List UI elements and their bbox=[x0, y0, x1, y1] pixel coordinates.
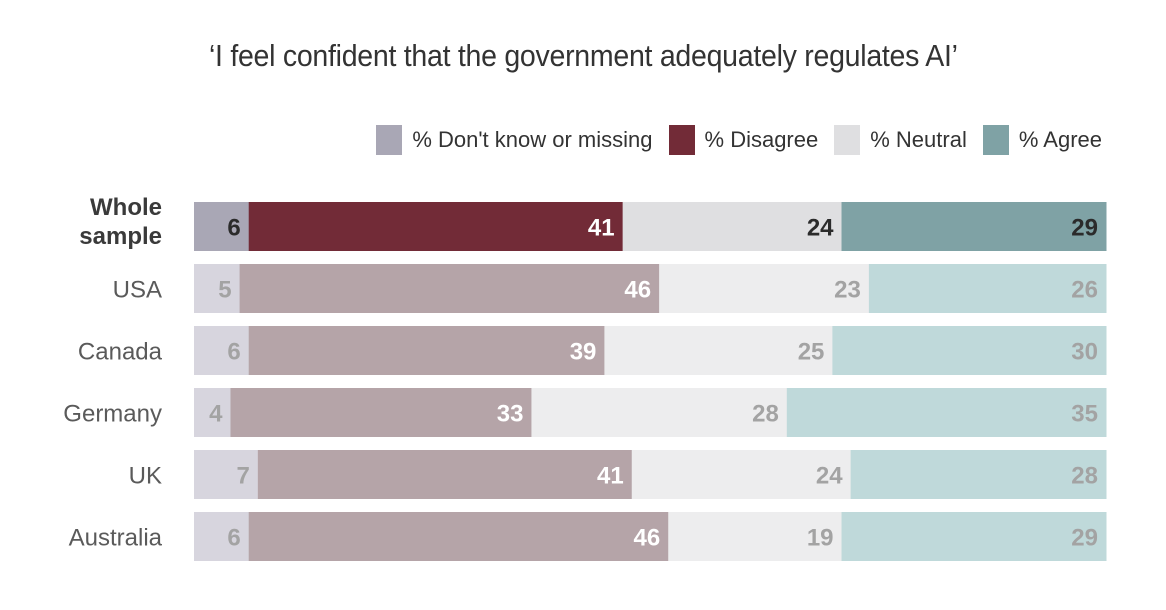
legend-swatch-disagree bbox=[668, 125, 695, 155]
legend-label-disagree: % Disagree bbox=[704, 127, 819, 152]
bar-segment-canada-neutral bbox=[604, 326, 833, 375]
category-label-whole-sample: Whole sample bbox=[79, 194, 162, 250]
legend-swatch-dont-know bbox=[376, 125, 403, 155]
bar-segment-usa-agree bbox=[868, 264, 1107, 313]
value-label-australia-disagree: 46 bbox=[634, 525, 661, 552]
value-label-canada-agree: 30 bbox=[1071, 339, 1098, 366]
value-label-whole-sample-don-t-know-or-missing: 6 bbox=[227, 215, 240, 242]
bar-segment-whole-sample-don-t-know-or-missing bbox=[194, 202, 250, 251]
value-label-whole-sample-neutral: 24 bbox=[807, 215, 834, 242]
value-label-uk-don-t-know-or-missing: 7 bbox=[236, 463, 249, 490]
bar-segment-australia-don-t-know-or-missing bbox=[194, 512, 250, 561]
bar-segment-usa-neutral bbox=[659, 264, 870, 313]
bar-segment-australia-disagree bbox=[248, 512, 669, 561]
legend-item-agree: % Agree bbox=[982, 125, 1102, 155]
value-label-usa-agree: 26 bbox=[1071, 277, 1098, 304]
legend-label-agree: % Agree bbox=[1018, 127, 1102, 152]
value-label-usa-neutral: 23 bbox=[834, 277, 861, 304]
category-label-germany: Germany bbox=[63, 401, 162, 428]
value-label-canada-neutral: 25 bbox=[798, 339, 825, 366]
value-label-whole-sample-disagree: 41 bbox=[588, 215, 615, 242]
legend-item-neutral: % Neutral bbox=[834, 125, 967, 155]
bar-segment-uk-disagree bbox=[257, 450, 633, 499]
value-label-germany-agree: 35 bbox=[1071, 401, 1098, 428]
category-label-usa: USA bbox=[113, 277, 162, 304]
value-label-whole-sample-agree: 29 bbox=[1071, 215, 1098, 242]
bar-segment-whole-sample-disagree bbox=[248, 202, 624, 251]
legend-item-dont-know: % Don't know or missing bbox=[376, 125, 653, 155]
legend: % Don't know or missing % Disagree % Neu… bbox=[360, 124, 1102, 156]
legend-swatch-neutral bbox=[834, 125, 861, 155]
bar-segment-whole-sample-agree bbox=[841, 202, 1107, 251]
value-label-uk-agree: 28 bbox=[1071, 463, 1098, 490]
bar-segment-germany-agree bbox=[786, 388, 1107, 437]
value-label-germany-disagree: 33 bbox=[497, 401, 524, 428]
category-label-canada: Canada bbox=[78, 339, 163, 366]
legend-label-dont-know: % Don't know or missing bbox=[412, 127, 653, 152]
bar-segment-germany-neutral bbox=[531, 388, 788, 437]
bar-segment-usa-don-t-know-or-missing bbox=[194, 264, 241, 313]
legend-item-disagree: % Disagree bbox=[668, 125, 819, 155]
chart-title: ‘I feel confident that the government ad… bbox=[208, 38, 958, 73]
bar-segment-uk-agree bbox=[850, 450, 1107, 499]
bar-segment-uk-don-t-know-or-missing bbox=[194, 450, 259, 499]
value-label-uk-neutral: 24 bbox=[816, 463, 843, 490]
value-label-germany-neutral: 28 bbox=[752, 401, 779, 428]
bar-segment-canada-agree bbox=[832, 326, 1107, 375]
bar-segment-usa-disagree bbox=[239, 264, 660, 313]
value-label-australia-neutral: 19 bbox=[807, 525, 834, 552]
bar-segment-germany-don-t-know-or-missing bbox=[194, 388, 231, 437]
category-label-uk: UK bbox=[129, 463, 162, 490]
value-label-australia-agree: 29 bbox=[1071, 525, 1098, 552]
bar-segment-australia-agree bbox=[841, 512, 1107, 561]
legend-swatch-agree bbox=[982, 125, 1009, 155]
bar-segment-whole-sample-neutral bbox=[622, 202, 843, 251]
bar-segment-canada-don-t-know-or-missing bbox=[194, 326, 250, 375]
legend-label-neutral: % Neutral bbox=[870, 127, 967, 152]
bar-segment-uk-neutral bbox=[631, 450, 852, 499]
bar-segment-germany-disagree bbox=[230, 388, 532, 437]
value-label-canada-disagree: 39 bbox=[570, 339, 597, 366]
bar-segment-australia-neutral bbox=[668, 512, 843, 561]
value-label-australia-don-t-know-or-missing: 6 bbox=[227, 525, 240, 552]
value-label-uk-disagree: 41 bbox=[597, 463, 624, 490]
category-label-australia: Australia bbox=[69, 525, 163, 552]
value-label-canada-don-t-know-or-missing: 6 bbox=[227, 339, 240, 366]
value-label-usa-don-t-know-or-missing: 5 bbox=[218, 277, 231, 304]
bar-segment-canada-disagree bbox=[248, 326, 605, 375]
value-label-usa-disagree: 46 bbox=[624, 277, 651, 304]
value-label-germany-don-t-know-or-missing: 4 bbox=[209, 401, 223, 428]
